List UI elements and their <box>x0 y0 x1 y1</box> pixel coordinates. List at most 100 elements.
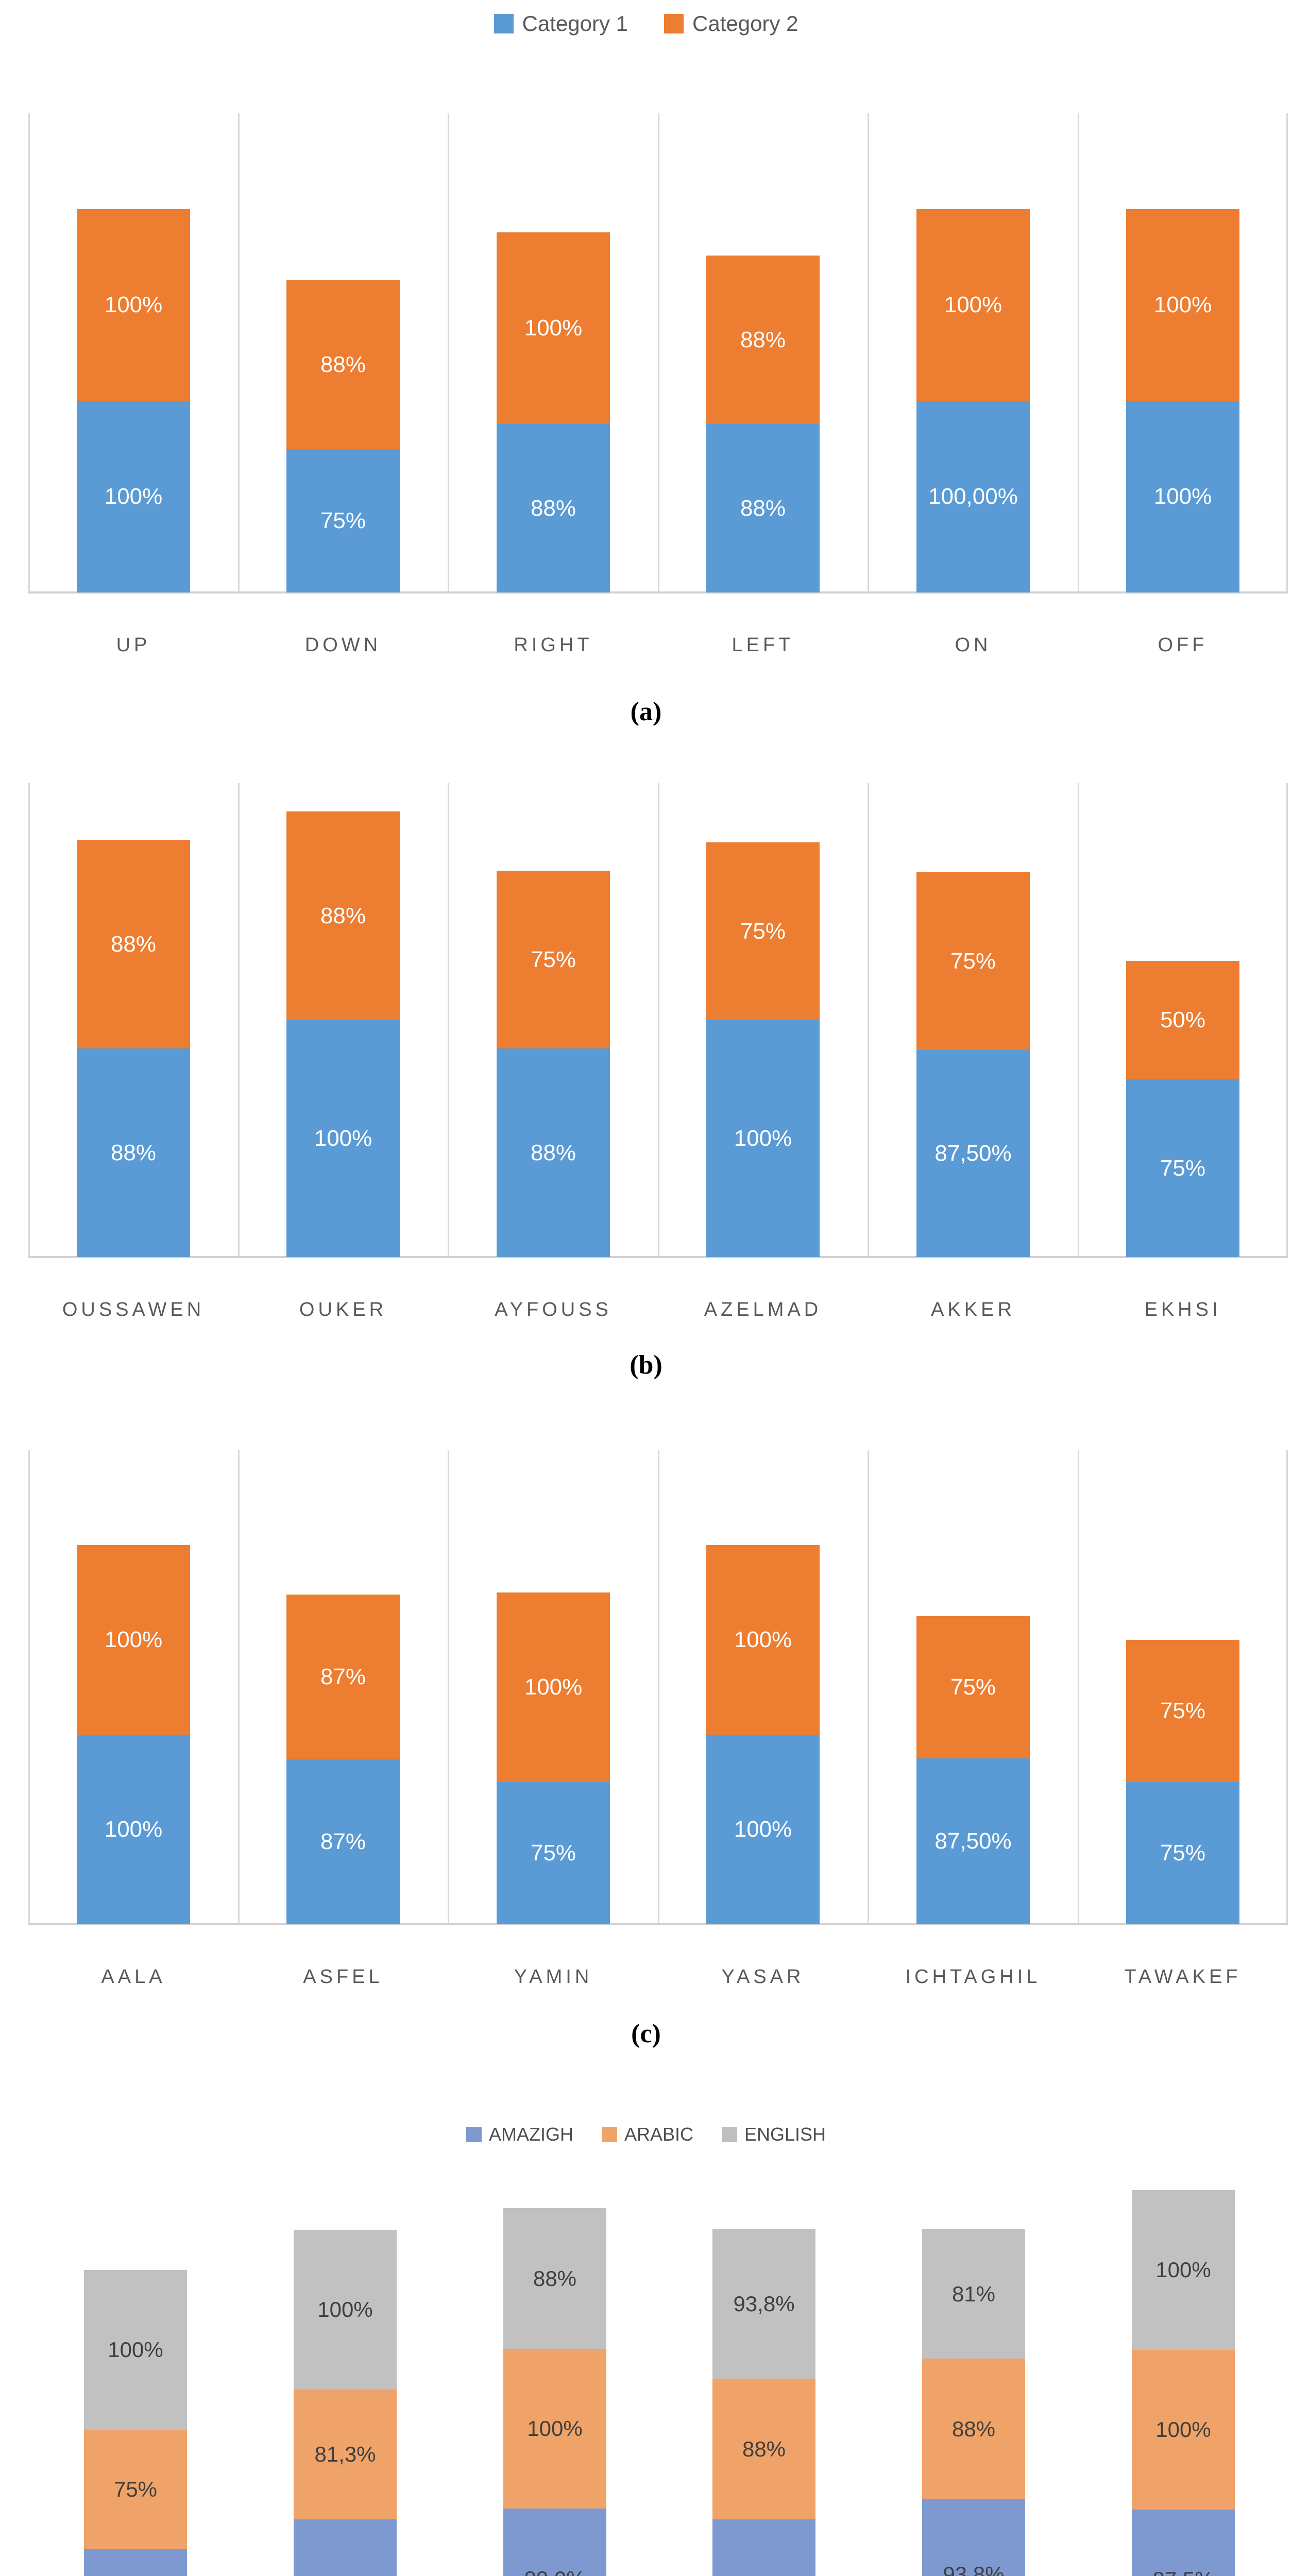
x-axis-label: OFF <box>1158 634 1208 656</box>
x-axis-label: AYFOUSS <box>495 1299 612 1320</box>
bar-segment: 62,5% <box>84 2549 187 2576</box>
bar-segment: 100% <box>294 2230 397 2389</box>
x-axis-label: AKKER <box>931 1299 1015 1320</box>
bar-segment: 88% <box>712 2379 815 2519</box>
bar-segment: 50% <box>1126 961 1239 1079</box>
data-label: 75% <box>530 946 576 972</box>
data-label: 88% <box>110 1140 157 1165</box>
gridline <box>1286 113 1288 592</box>
bar-segment: 75% <box>84 2429 187 2549</box>
bar-segment: 88% <box>286 280 400 449</box>
bar-segment: 88% <box>497 424 610 592</box>
gridline <box>448 1450 449 1924</box>
data-label: 88% <box>320 351 366 377</box>
data-label: 100% <box>317 2297 373 2321</box>
caption-a: (a) <box>630 697 662 726</box>
gridline <box>658 1450 659 1924</box>
data-label: 75% <box>1160 1698 1206 1723</box>
data-label: 75% <box>530 1840 576 1866</box>
bar-segment: 75% <box>497 1782 610 1924</box>
bar-segment: 87% <box>286 1595 400 1759</box>
bar-segment: 93,8% <box>712 2229 815 2379</box>
legend-label: ENGLISH <box>744 2124 826 2145</box>
legend-label: Category 1 <box>522 11 628 36</box>
data-label: 75% <box>113 2477 158 2501</box>
x-axis-label: OUSSAWEN <box>62 1299 205 1320</box>
data-label: 88% <box>530 1140 576 1165</box>
gridline <box>1078 113 1079 592</box>
data-label: 88% <box>742 2436 786 2461</box>
data-label: 100% <box>527 2416 583 2441</box>
legend-a: Category 1 Category 2 <box>0 11 1292 36</box>
bar-segment: 88% <box>286 811 400 1020</box>
x-axis-label: OUKER <box>299 1299 387 1320</box>
legend-swatch-icon <box>494 14 514 33</box>
legend-item-arabic: ARABIC <box>601 2124 693 2145</box>
bar-segment: 88% <box>77 840 190 1048</box>
bar-segment: 88% <box>77 1048 190 1257</box>
bar-segment: 88% <box>706 256 820 424</box>
x-axis-label: YASAR <box>721 1966 805 1988</box>
data-label: 100% <box>734 1627 792 1652</box>
bar-segment: 81% <box>922 2229 1025 2359</box>
bar-segment: 100% <box>84 2270 187 2430</box>
bar-segment: 100,00% <box>916 401 1030 592</box>
data-label: 75% <box>1160 1155 1206 1181</box>
bar-segment: 88% <box>503 2208 606 2349</box>
bar-segment: 100% <box>77 1735 190 1924</box>
bar-segment: 81,3% <box>294 2389 397 2519</box>
data-label: 100% <box>1153 484 1212 509</box>
data-label: 87% <box>320 1664 366 1689</box>
bar-segment: 75% <box>286 449 400 592</box>
data-label: 100% <box>104 1817 163 1842</box>
x-axis-label: ON <box>955 634 992 656</box>
data-label: 88% <box>530 495 576 521</box>
gridline <box>868 783 869 1257</box>
bar-segment: 75% <box>916 1616 1030 1758</box>
bar-segment: 88% <box>922 2359 1025 2499</box>
x-axis-label: DOWN <box>304 634 382 656</box>
x-axis-label: TAWAKEF <box>1124 1966 1242 1988</box>
data-label: 93,8% <box>943 2562 1005 2576</box>
data-label: 100% <box>734 1817 792 1842</box>
gridline <box>28 113 30 592</box>
legend-swatch-icon <box>466 2127 482 2142</box>
bar-segment: 100% <box>1132 2350 1235 2510</box>
bar-segment: 100% <box>286 1020 400 1257</box>
data-label: 100% <box>524 1674 583 1700</box>
data-label: 81% <box>951 2281 996 2306</box>
bar-segment: 75% <box>1126 1640 1239 1782</box>
legend-item-category-1: Category 1 <box>494 11 628 36</box>
gridline <box>448 113 449 592</box>
bar-segment: 100% <box>497 232 610 424</box>
x-axis-label: ICHTAGHIL <box>905 1966 1041 1988</box>
legend-label: AMAZIGH <box>488 2124 573 2145</box>
data-label: 100% <box>1155 2258 1211 2282</box>
bar-segment: 100% <box>1126 401 1239 592</box>
gridline <box>238 783 240 1257</box>
bar-segment: 81,3% <box>712 2519 815 2576</box>
data-label: 100% <box>734 1126 792 1151</box>
plot-area-b: 88% 88% 100% 88% 88% 75% 100% 75% 87,50% 75% 75% 50… <box>28 783 1288 1258</box>
bar-segment: 75% <box>916 872 1030 1050</box>
plot-area-d: 62,5% 75% 100% 81,3% 81,3% 100% 88,0% 100% 88% 81… <box>31 2170 1288 2576</box>
data-label: 88,0% <box>524 2568 585 2576</box>
legend-item-category-2: Category 2 <box>664 11 798 36</box>
legend-item-english: ENGLISH <box>722 2124 826 2145</box>
data-label: 75% <box>950 948 996 974</box>
data-label: 100,00% <box>928 484 1018 509</box>
data-label: 88% <box>110 931 157 957</box>
data-label: 75% <box>320 507 366 533</box>
data-label: 81,3% <box>314 2573 376 2576</box>
data-label: 75% <box>1160 1840 1206 1866</box>
gridline <box>1078 783 1079 1257</box>
bar-segment: 100% <box>77 401 190 592</box>
bar-segment: 81,3% <box>294 2519 397 2576</box>
gridline <box>238 1450 240 1924</box>
gridline <box>448 783 449 1257</box>
bar-segment: 100% <box>706 1020 820 1257</box>
